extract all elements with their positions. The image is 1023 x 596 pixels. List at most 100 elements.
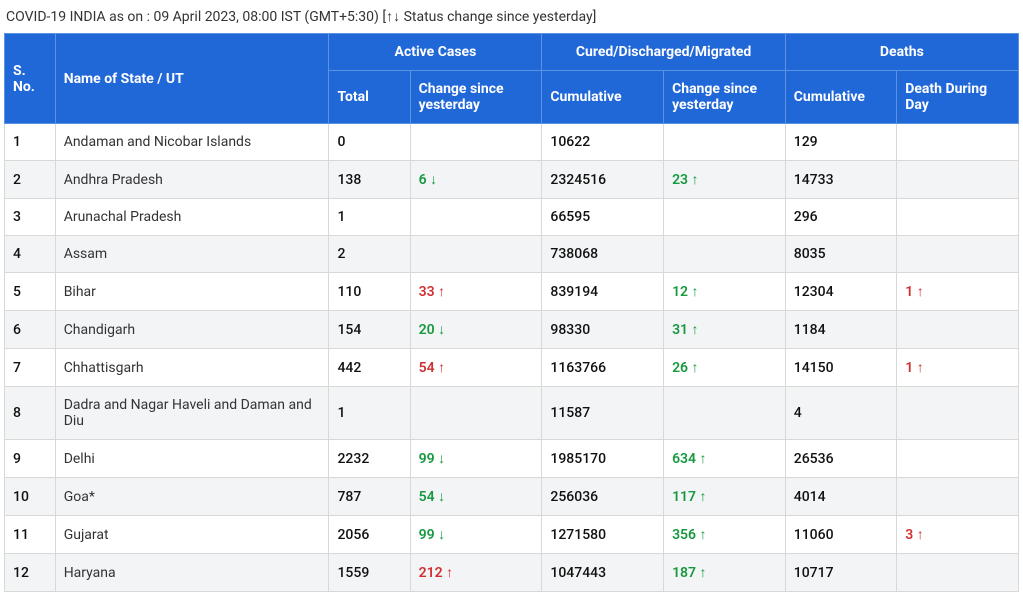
table-row: 12Haryana1559212 ↑1047443187 ↑10717 [5, 554, 1019, 592]
cell-state-name: Chhattisgarh [55, 349, 329, 387]
table-row: 3Arunachal Pradesh166595296 [5, 199, 1019, 236]
cell-active-total: 2056 [329, 516, 410, 554]
cell-active-total: 1 [329, 387, 410, 440]
cell-cured-change: 117 ↑ [664, 478, 786, 516]
table-row: 8Dadra and Nagar Haveli and Daman and Di… [5, 387, 1019, 440]
arrow-up-icon: ↑ [700, 565, 707, 581]
cell-deaths-day [897, 236, 1019, 273]
cell-cured-cum: 256036 [542, 478, 664, 516]
cell-active-total: 2 [329, 236, 410, 273]
cell-deaths-cum: 129 [785, 124, 897, 161]
arrow-down-icon: ↓ [438, 489, 445, 505]
cell-active-change: 20 ↓ [410, 311, 542, 349]
cell-cured-change: 31 ↑ [664, 311, 786, 349]
cell-cured-change: 356 ↑ [664, 516, 786, 554]
cell-sno: 9 [5, 440, 56, 478]
arrow-up-icon: ↑ [700, 527, 707, 543]
arrow-down-icon: ↓ [430, 172, 437, 188]
cell-active-change: 33 ↑ [410, 273, 542, 311]
table-row: 4Assam27380688035 [5, 236, 1019, 273]
cell-active-change [410, 124, 542, 161]
cell-active-total: 1 [329, 199, 410, 236]
cell-cured-change [664, 236, 786, 273]
cell-deaths-day: 3 ↑ [897, 516, 1019, 554]
header-cured-change: Change since yesterday [664, 71, 786, 124]
cell-deaths-cum: 4 [785, 387, 897, 440]
header-deaths-day: Death During Day [897, 71, 1019, 124]
cell-active-total: 154 [329, 311, 410, 349]
cell-state-name: Haryana [55, 554, 329, 592]
cell-state-name: Delhi [55, 440, 329, 478]
cell-active-change: 99 ↓ [410, 440, 542, 478]
arrow-up-icon: ↑ [692, 284, 699, 300]
cell-deaths-cum: 296 [785, 199, 897, 236]
cell-cured-cum: 1271580 [542, 516, 664, 554]
cell-sno: 6 [5, 311, 56, 349]
cell-active-total: 0 [329, 124, 410, 161]
header-name: Name of State / UT [55, 34, 329, 124]
arrow-up-icon: ↑ [692, 172, 699, 188]
header-group-active: Active Cases [329, 34, 542, 71]
cell-sno: 10 [5, 478, 56, 516]
table-row: 1Andaman and Nicobar Islands0 10622 129 [5, 124, 1019, 161]
cell-cured-change: 187 ↑ [664, 554, 786, 592]
arrow-up-icon: ↑ [692, 322, 699, 338]
table-row: 7Chhattisgarh44254 ↑116376626 ↑141501 ↑ [5, 349, 1019, 387]
arrow-up-icon: ↑ [692, 360, 699, 376]
header-group-deaths: Deaths [785, 34, 1018, 71]
cell-state-name: Andaman and Nicobar Islands [55, 124, 329, 161]
cell-deaths-day [897, 311, 1019, 349]
header-group-cured: Cured/Discharged/Migrated [542, 34, 785, 71]
cell-sno: 1 [5, 124, 56, 161]
table-row: 2Andhra Pradesh1386 ↓232451623 ↑14733 [5, 161, 1019, 199]
cell-deaths-cum: 4014 [785, 478, 897, 516]
header-active-change: Change since yesterday [410, 71, 542, 124]
cell-deaths-day [897, 478, 1019, 516]
arrow-down-icon: ↓ [438, 451, 445, 467]
arrow-down-icon: ↓ [438, 322, 445, 338]
arrow-up-icon: ↑ [438, 360, 445, 376]
cell-cured-cum: 839194 [542, 273, 664, 311]
cell-active-total: 787 [329, 478, 410, 516]
table-row: 11Gujarat205699 ↓1271580356 ↑110603 ↑ [5, 516, 1019, 554]
arrow-up-icon: ↑ [446, 565, 453, 581]
cell-deaths-cum: 8035 [785, 236, 897, 273]
cell-state-name: Assam [55, 236, 329, 273]
cell-deaths-cum: 26536 [785, 440, 897, 478]
cell-cured-cum: 738068 [542, 236, 664, 273]
cell-deaths-day [897, 161, 1019, 199]
cell-cured-change [664, 387, 786, 440]
cell-state-name: Andhra Pradesh [55, 161, 329, 199]
cell-cured-change: 26 ↑ [664, 349, 786, 387]
cell-cured-cum: 1985170 [542, 440, 664, 478]
covid-state-table: S. No. Name of State / UT Active Cases C… [4, 33, 1019, 592]
cell-active-change [410, 199, 542, 236]
cell-cured-cum: 10622 [542, 124, 664, 161]
cell-cured-cum: 98330 [542, 311, 664, 349]
cell-cured-cum: 66595 [542, 199, 664, 236]
cell-deaths-cum: 14733 [785, 161, 897, 199]
cell-active-total: 442 [329, 349, 410, 387]
cell-active-change [410, 236, 542, 273]
cell-cured-cum: 1163766 [542, 349, 664, 387]
cell-active-total: 138 [329, 161, 410, 199]
table-row: 5Bihar11033 ↑83919412 ↑123041 ↑ [5, 273, 1019, 311]
cell-sno: 12 [5, 554, 56, 592]
cell-active-change: 54 ↑ [410, 349, 542, 387]
cell-active-change [410, 387, 542, 440]
cell-active-total: 1559 [329, 554, 410, 592]
arrow-up-icon: ↑ [700, 489, 707, 505]
table-caption: COVID-19 INDIA as on : 09 April 2023, 08… [4, 4, 1019, 33]
cell-deaths-day [897, 387, 1019, 440]
cell-state-name: Arunachal Pradesh [55, 199, 329, 236]
cell-deaths-day: 1 ↑ [897, 273, 1019, 311]
cell-state-name: Bihar [55, 273, 329, 311]
cell-cured-cum: 2324516 [542, 161, 664, 199]
cell-active-change: 6 ↓ [410, 161, 542, 199]
cell-sno: 2 [5, 161, 56, 199]
cell-deaths-cum: 1184 [785, 311, 897, 349]
header-sno: S. No. [5, 34, 56, 124]
arrow-up-icon: ↑ [917, 527, 924, 543]
cell-deaths-day [897, 440, 1019, 478]
table-row: 10Goa*78754 ↓256036117 ↑4014 [5, 478, 1019, 516]
